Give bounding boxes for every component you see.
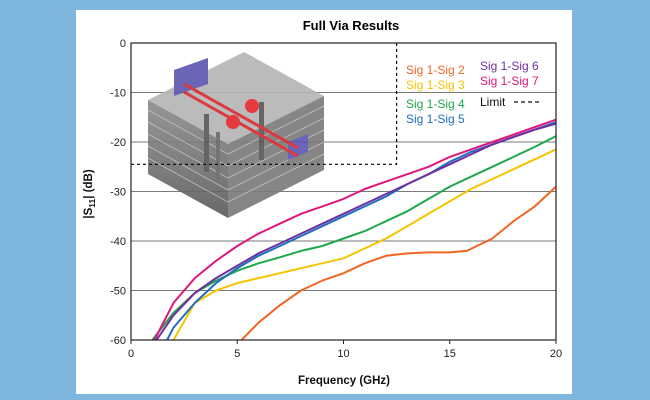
chart-title: Full Via Results [303, 18, 400, 33]
legend-entry-sig-1-sig-6: Sig 1-Sig 6 [480, 59, 539, 73]
series-lines [151, 118, 557, 341]
legend-entry-sig-1-sig-3: Sig 1-Sig 3 [406, 78, 465, 92]
y-tick-label: -10 [110, 88, 126, 100]
legend-entry-limit: Limit [480, 95, 506, 109]
axes [130, 42, 557, 344]
x-tick-label: 5 [234, 348, 240, 360]
y-tick-label: 0 [120, 38, 126, 50]
y-tick-label: -60 [110, 335, 126, 347]
series-line-sig-1-sig-6 [155, 122, 557, 341]
series-line-sig-1-sig-2 [240, 185, 557, 341]
limit-line [131, 43, 398, 165]
series-line-limit [131, 43, 398, 165]
legend-entry-sig-1-sig-5: Sig 1-Sig 5 [406, 112, 465, 126]
y-tick-label: -50 [110, 286, 126, 298]
series-line-sig-1-sig-4 [151, 135, 557, 341]
y-tick-label: -20 [110, 137, 126, 149]
x-tick-label: 10 [337, 348, 349, 360]
series-line-sig-1-sig-7 [153, 118, 557, 341]
x-axis-label: Frequency (GHz) [298, 375, 390, 387]
chart-panel: Full Via Results [76, 10, 572, 394]
legend-entry-sig-1-sig-4: Sig 1-Sig 4 [406, 97, 465, 111]
x-tick-label: 20 [550, 348, 562, 360]
line-chart: Full Via Results [83, 18, 562, 387]
y-axis-label: |S11| (dB) [83, 169, 97, 218]
x-tick-label: 15 [444, 348, 456, 360]
y-tick-label: -30 [110, 187, 126, 199]
x-tick-label: 0 [128, 348, 134, 360]
tick-labels: 0 5 10 15 20 0 -10 -20 -30 -40 -50 -60 [110, 38, 562, 360]
y-tick-label: -40 [110, 236, 126, 248]
legend-entry-sig-1-sig-7: Sig 1-Sig 7 [480, 74, 539, 88]
series-line-sig-1-sig-3 [172, 148, 557, 341]
via-stack-illustration [147, 52, 325, 218]
legend-entry-sig-1-sig-2: Sig 1-Sig 2 [406, 63, 465, 77]
